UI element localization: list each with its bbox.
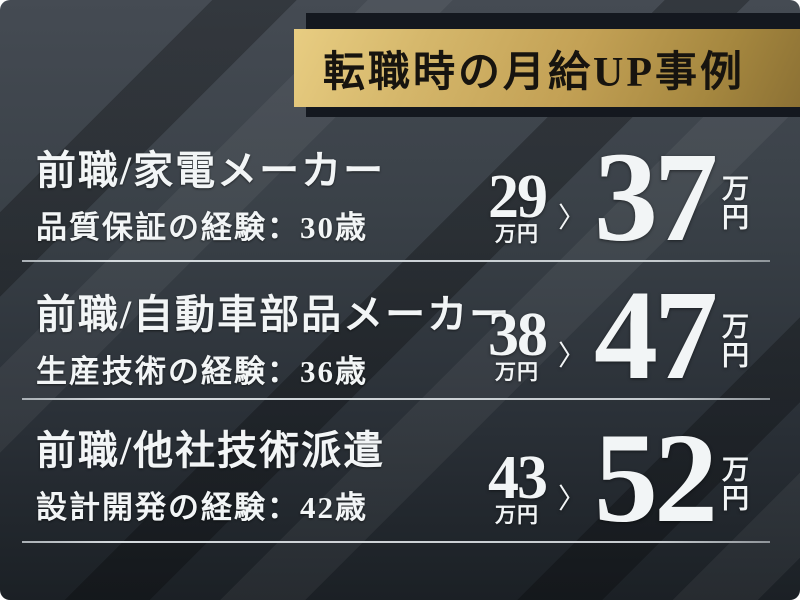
case-heading: 前職/他社技術派遣: [36, 428, 386, 473]
after-salary-unit: 万 円: [722, 173, 750, 233]
before-salary-value: 43: [488, 444, 548, 513]
before-salary: 43 万円: [488, 444, 548, 527]
before-salary-unit: 万円: [495, 222, 539, 246]
title-banner: 転職時の月給UP事例: [294, 29, 800, 107]
arrow-right-icon: 〉: [558, 203, 587, 234]
case-description: 前職/自動車部品メーカー 生産技術の経験：36歳: [36, 294, 511, 391]
row-divider: [22, 260, 770, 262]
case-description: 前職/家電メーカー 品質保証の経験：30歳: [36, 150, 385, 247]
salary-change: 43 万円 〉 52 万 円: [488, 407, 750, 549]
case-description: 前職/他社技術派遣 設計開発の経験：42歳: [36, 430, 385, 527]
row-divider: [22, 398, 770, 400]
before-salary-unit: 万円: [495, 360, 539, 384]
case-heading: 前職/自動車部品メーカー: [36, 292, 512, 337]
before-salary: 29 万円: [488, 163, 548, 246]
case-detail: 品質保証の経験：30歳: [36, 210, 368, 245]
after-salary-value: 37: [594, 126, 718, 268]
after-salary-unit-bottom: 円: [722, 483, 750, 514]
case-row: 前職/他社技術派遣 設計開発の経験：42歳 43 万円 〉 52 万 円: [0, 414, 800, 543]
page-title: 転職時の月給UP事例: [323, 49, 745, 96]
after-salary-unit: 万 円: [722, 311, 750, 371]
after-salary-unit-top: 万: [722, 454, 750, 485]
case-row: 前職/自動車部品メーカー 生産技術の経験：36歳 38 万円 〉 47 万 円: [0, 264, 800, 406]
after-salary-value: 52: [594, 407, 718, 549]
before-salary-value: 38: [488, 301, 548, 370]
after-salary-unit: 万 円: [722, 454, 750, 514]
after-salary-unit-bottom: 円: [722, 340, 750, 371]
before-salary-unit: 万円: [495, 503, 539, 527]
arrow-right-icon: 〉: [558, 341, 587, 372]
case-detail: 設計開発の経験：42歳: [36, 490, 368, 525]
case-heading: 前職/家電メーカー: [36, 148, 386, 193]
row-divider: [22, 541, 770, 543]
before-salary-value: 29: [488, 163, 548, 232]
before-salary: 38 万円: [488, 301, 548, 384]
arrow-right-icon: 〉: [558, 484, 587, 515]
after-salary-unit-bottom: 円: [722, 202, 750, 233]
after-salary-unit-top: 万: [722, 311, 750, 342]
salary-change: 29 万円 〉 37 万 円: [488, 126, 750, 268]
case-row: 前職/家電メーカー 品質保証の経験：30歳 29 万円 〉 37 万 円: [0, 126, 800, 268]
after-salary-value: 47: [594, 264, 718, 406]
after-salary-unit-top: 万: [722, 173, 750, 204]
salary-change: 38 万円 〉 47 万 円: [488, 264, 750, 406]
case-detail: 生産技術の経験：36歳: [36, 354, 368, 389]
